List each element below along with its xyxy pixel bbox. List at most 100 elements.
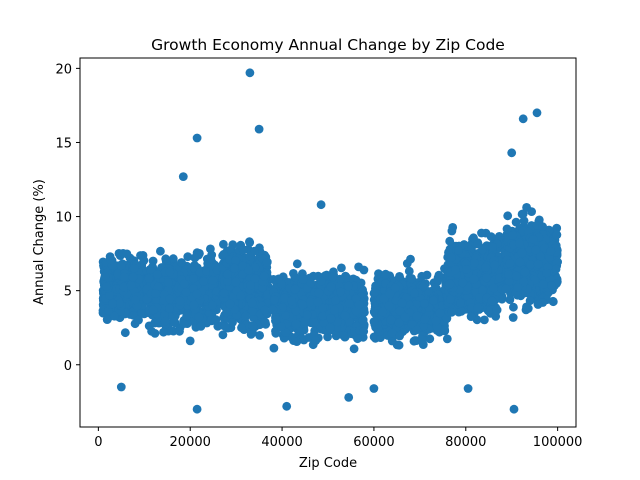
data-point: [179, 319, 189, 328]
data-point: [185, 336, 195, 346]
data-point: [440, 326, 450, 336]
data-point: [136, 251, 145, 260]
y-tick-label: 20: [55, 62, 72, 77]
data-point: [409, 336, 419, 346]
data-point: [222, 307, 232, 317]
data-point: [482, 273, 491, 283]
data-point: [165, 294, 175, 304]
x-axis: 0 20000 40000 60000 80000 100000: [94, 427, 582, 450]
data-point: [552, 230, 562, 240]
data-point: [247, 298, 257, 308]
data-point: [326, 282, 336, 292]
data-point: [461, 265, 471, 274]
data-point: [519, 216, 529, 226]
data-point: [262, 258, 272, 267]
data-point: [119, 272, 129, 282]
data-point: [446, 294, 455, 304]
data-point: [456, 298, 465, 308]
data-point: [546, 246, 556, 256]
data-point: [314, 288, 324, 298]
data-point: [509, 302, 518, 312]
data-point: [504, 270, 514, 280]
data-point: [390, 283, 400, 293]
x-axis-title: Zip Code: [299, 456, 357, 471]
data-point: [160, 316, 170, 326]
data-point: [359, 265, 369, 275]
data-point: [475, 293, 484, 303]
data-point: [323, 332, 332, 342]
data-point: [511, 271, 521, 281]
data-point: [153, 270, 162, 279]
data-point: [170, 317, 179, 327]
data-point: [270, 295, 279, 305]
data-point: [313, 297, 323, 307]
data-point: [159, 327, 168, 337]
data-point: [206, 254, 216, 264]
data-point: [328, 272, 338, 282]
data-point: [219, 289, 229, 298]
data-point: [228, 318, 237, 327]
data-point: [448, 223, 458, 232]
data-point: [309, 318, 319, 327]
data-point: [431, 316, 441, 326]
x-tick-label: 20000: [170, 435, 211, 450]
data-point: [178, 172, 188, 182]
data-point: [509, 404, 519, 414]
data-point: [344, 393, 354, 402]
data-point: [547, 281, 556, 290]
data-point: [211, 315, 221, 325]
data-point: [487, 296, 497, 306]
data-point: [488, 242, 497, 252]
data-point: [190, 253, 200, 263]
data-point: [531, 245, 541, 255]
data-point: [507, 148, 517, 158]
data-point: [420, 299, 429, 308]
data-point: [244, 265, 254, 275]
data-point: [290, 272, 300, 282]
data-point: [223, 269, 232, 279]
data-point: [219, 249, 229, 259]
data-point: [442, 334, 452, 344]
data-point: [182, 311, 192, 321]
data-point: [179, 279, 189, 289]
data-point: [151, 289, 161, 298]
data-point: [458, 278, 467, 288]
data-point: [526, 260, 535, 269]
data-point: [477, 228, 486, 238]
y-tick-label: 10: [55, 211, 72, 226]
data-point: [369, 317, 379, 326]
data-point: [268, 305, 278, 314]
data-point: [163, 278, 173, 288]
data-point: [230, 263, 239, 273]
data-point: [340, 311, 350, 321]
data-point: [220, 322, 230, 331]
data-point: [100, 271, 110, 281]
data-point: [412, 325, 422, 335]
data-point: [384, 301, 394, 311]
data-point: [381, 269, 391, 279]
data-point: [532, 108, 542, 118]
data-point: [202, 267, 212, 276]
data-point: [245, 68, 255, 78]
data-point: [102, 315, 112, 324]
data-point: [109, 311, 119, 321]
data-point: [551, 264, 561, 274]
data-point: [106, 255, 116, 265]
data-point: [236, 291, 246, 301]
data-point: [513, 283, 523, 292]
data-point: [237, 323, 246, 333]
data-point: [505, 295, 515, 304]
data-point: [192, 289, 202, 299]
x-tick-label: 100000: [533, 435, 583, 450]
data-point: [144, 274, 154, 283]
y-axis-title: Annual Change (%): [32, 179, 47, 305]
chart-title: Growth Economy Annual Change by Zip Code: [151, 36, 505, 54]
data-point: [271, 328, 281, 338]
data-point: [150, 329, 160, 338]
data-point: [454, 246, 463, 255]
data-point: [489, 283, 498, 293]
data-point: [533, 300, 543, 309]
data-point: [515, 238, 524, 248]
data-point: [473, 239, 483, 249]
data-point: [120, 328, 130, 338]
